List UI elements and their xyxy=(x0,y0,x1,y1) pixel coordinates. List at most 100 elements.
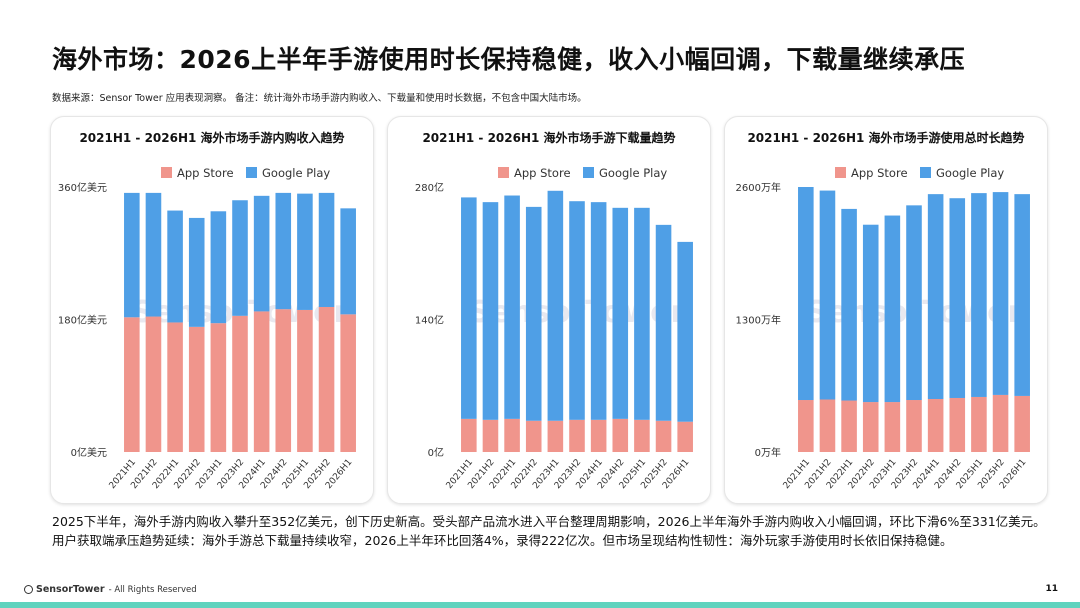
bar-app-store xyxy=(482,419,499,452)
chart-revenue: SensorTower2021H1 - 2026H1 海外市场手游内购收入趋势A… xyxy=(58,130,356,491)
bar-app-store xyxy=(1014,395,1030,452)
bar-google-play xyxy=(569,201,585,420)
chart-title: 2021H1 - 2026H1 海外市场手游内购收入趋势 xyxy=(79,130,344,145)
bar-google-play xyxy=(167,210,183,323)
page-number: 11 xyxy=(1045,584,1058,594)
bar-app-store xyxy=(992,394,1009,452)
y-tick-label: 0亿美元 xyxy=(71,446,107,459)
y-tick-label: 360亿美元 xyxy=(58,181,107,194)
bar-app-store xyxy=(145,316,162,452)
bar-google-play xyxy=(253,195,270,312)
footer-brand: SensorTower xyxy=(36,584,105,595)
footer: SensorTower - All Rights Reserved xyxy=(24,584,197,595)
bar-app-store xyxy=(927,399,944,452)
bar-app-store xyxy=(971,396,987,452)
bar-app-store xyxy=(949,397,966,452)
legend-label-google-play: Google Play xyxy=(262,166,330,180)
bar-google-play xyxy=(210,211,227,324)
data-source-note: 数据来源：Sensor Tower 应用表现洞察。 备注：统计海外市场手游内购收… xyxy=(52,93,587,104)
bar-google-play xyxy=(677,241,693,422)
legend-swatch-app-store xyxy=(161,167,172,178)
bar-google-play xyxy=(862,224,879,403)
bar-app-store xyxy=(525,420,542,452)
bar-google-play xyxy=(906,205,922,401)
bar-app-store xyxy=(862,402,879,452)
bar-google-play xyxy=(525,206,542,421)
legend-swatch-google-play xyxy=(583,167,594,178)
bottom-accent-bar xyxy=(0,602,1080,608)
page-title: 海外市场：2026上半年手游使用时长保持稳健，收入小幅回调，下载量继续承压 xyxy=(52,45,966,74)
bar-app-store xyxy=(798,400,814,452)
bar-google-play xyxy=(504,195,520,419)
bar-app-store xyxy=(124,317,140,452)
legend-label-app-store: App Store xyxy=(851,166,908,180)
chart-card-downloads: SensorTower2021H1 - 2026H1 海外市场手游下载量趋势Ap… xyxy=(387,116,711,504)
bar-google-play xyxy=(188,217,205,327)
bar-google-play xyxy=(547,190,564,421)
bar-app-store xyxy=(569,419,585,452)
bar-google-play xyxy=(124,192,140,318)
bar-google-play xyxy=(884,215,901,403)
bar-google-play xyxy=(275,192,292,310)
legend-label-app-store: App Store xyxy=(514,166,571,180)
bar-app-store xyxy=(232,315,248,452)
legend-label-google-play: Google Play xyxy=(936,166,1004,180)
legend-label-google-play: Google Play xyxy=(599,166,667,180)
y-tick-label: 280亿 xyxy=(415,181,444,194)
bar-app-store xyxy=(297,309,313,452)
bar-app-store xyxy=(504,418,520,453)
bar-app-store xyxy=(612,418,629,453)
y-tick-label: 2600万年 xyxy=(736,181,781,194)
bar-app-store xyxy=(318,306,335,452)
bar-google-play xyxy=(612,207,629,419)
chart-title: 2021H1 - 2026H1 海外市场手游使用总时长趋势 xyxy=(747,130,1024,145)
y-tick-label: 180亿美元 xyxy=(58,314,107,327)
bar-app-store xyxy=(547,420,564,452)
bar-google-play xyxy=(482,202,499,420)
bar-google-play xyxy=(318,192,335,307)
logo-icon xyxy=(24,585,33,594)
chart-downloads: SensorTower2021H1 - 2026H1 海外市场手游下载量趋势Ap… xyxy=(415,130,693,491)
sensortower-logo: SensorTower xyxy=(24,584,105,595)
bar-google-play xyxy=(819,190,836,400)
y-tick-label: 140亿 xyxy=(415,314,444,327)
legend-swatch-app-store xyxy=(498,167,509,178)
chart-playtime: SensorTower2021H1 - 2026H1 海外市场手游使用总时长趋势… xyxy=(736,130,1030,491)
bar-google-play xyxy=(145,192,162,317)
chart-card-revenue: SensorTower2021H1 - 2026H1 海外市场手游内购收入趋势A… xyxy=(50,116,374,504)
bar-app-store xyxy=(167,322,183,452)
bar-app-store xyxy=(210,323,227,452)
legend-swatch-google-play xyxy=(246,167,257,178)
footer-rights: - All Rights Reserved xyxy=(108,584,197,595)
bar-app-store xyxy=(188,326,205,452)
bar-google-play xyxy=(655,224,672,421)
chart-card-playtime: SensorTower2021H1 - 2026H1 海外市场手游使用总时长趋势… xyxy=(724,116,1048,504)
legend-label-app-store: App Store xyxy=(177,166,234,180)
bar-app-store xyxy=(906,400,922,452)
bar-google-play xyxy=(798,187,814,401)
bar-google-play xyxy=(590,202,607,420)
bar-google-play xyxy=(841,208,857,401)
bar-google-play xyxy=(992,192,1009,395)
y-tick-label: 0万年 xyxy=(755,446,781,459)
bar-app-store xyxy=(590,419,607,452)
bar-google-play xyxy=(232,200,248,316)
bar-app-store xyxy=(461,418,477,453)
bar-app-store xyxy=(884,402,901,452)
bar-app-store xyxy=(677,421,693,452)
summary-text: 2025下半年，海外手游内购收入攀升至352亿美元，创下历史新高。受头部产品流水… xyxy=(52,514,1046,548)
bar-google-play xyxy=(949,198,966,398)
bar-google-play xyxy=(1014,194,1030,396)
bar-google-play xyxy=(340,208,356,315)
y-tick-label: 0亿 xyxy=(428,446,444,459)
bar-app-store xyxy=(655,420,672,452)
bar-google-play xyxy=(971,193,987,397)
y-tick-label: 1300万年 xyxy=(736,314,781,327)
legend-swatch-app-store xyxy=(835,167,846,178)
bar-app-store xyxy=(340,314,356,452)
chart-title: 2021H1 - 2026H1 海外市场手游下载量趋势 xyxy=(422,130,675,145)
legend-swatch-google-play xyxy=(920,167,931,178)
bar-app-store xyxy=(275,309,292,452)
bar-google-play xyxy=(634,207,650,420)
bar-app-store xyxy=(841,400,857,452)
